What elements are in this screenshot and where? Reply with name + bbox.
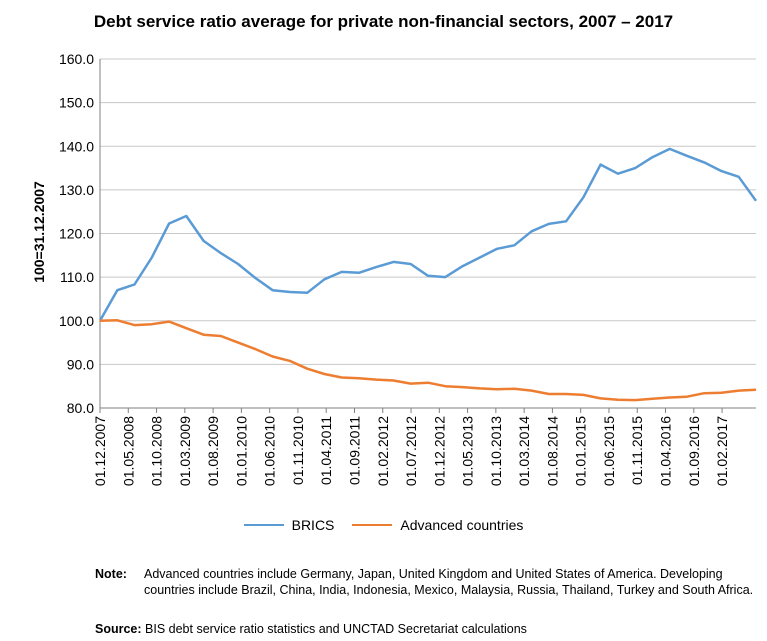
x-tick-label: 01.12.2012 [431,416,447,486]
series-line-brics [98,147,758,322]
series-layer [98,147,758,402]
y-tick-label: 140.0 [59,138,94,154]
x-tick-label: 01.02.2017 [714,416,730,486]
note: Note: Advanced countries include Germany… [95,566,755,598]
x-tick-label: 01.06.2010 [262,416,278,486]
y-tick-label: 120.0 [59,226,94,242]
y-axis-label: 100=31.12.2007 [31,181,47,283]
source-text: BIS debt service ratio statistics and UN… [145,622,527,636]
gridlines [99,58,756,409]
x-tick-label: 01.04.2016 [658,416,674,486]
y-tick-label: 150.0 [59,95,94,111]
legend-swatch-brics [243,524,284,526]
legend-item-brics: BRICS [243,517,335,533]
note-label: Note: [95,567,127,581]
x-tick-label: 01.01.2010 [233,416,249,486]
x-tick-label: 01.02.2012 [375,416,391,486]
x-axis-ticks: 01.12.2007 01.05.2008 01.10.2008 01.03.2009… [92,408,730,486]
y-axis-ticks: 80.0 90.0 100.0 110.0 120.0 130.0 140.0 150.0 16… [59,51,94,416]
x-tick-label: 01.12.2007 [92,416,108,486]
x-tick-label: 01.11.2010 [290,416,306,485]
chart-title: Debt service ratio average for private n… [93,12,674,31]
legend-item-advanced: Advanced countries [352,517,523,533]
y-tick-label: 160.0 [59,51,94,67]
x-tick-label: 01.11.2015 [629,416,645,485]
x-tick-label: 01.08.2014 [544,416,560,486]
x-tick-label: 01.06.2015 [601,416,617,486]
x-tick-label: 01.04.2011 [318,416,334,485]
x-tick-label: 01.07.2012 [403,416,419,486]
y-tick-label: 110.0 [60,269,94,285]
y-tick-label: 100.0 [59,313,94,329]
y-tick-label: 80.0 [67,400,94,416]
legend-label-brics: BRICS [291,517,335,533]
series-line-advanced [99,319,757,402]
legend-label-advanced: Advanced countries [400,517,524,533]
x-tick-label: 01.10.2008 [149,416,165,486]
source-label: Source: [95,622,142,636]
x-tick-label: 01.08.2009 [205,416,221,486]
y-tick-label: 130.0 [59,182,94,198]
x-tick-label: 01.01.2015 [573,416,589,486]
x-tick-label: 01.05.2013 [460,416,476,486]
x-tick-label: 01.10.2013 [488,416,504,486]
x-tick-label: 01.03.2009 [177,416,193,486]
legend: BRICS Advanced countries [0,517,767,533]
source: Source: BIS debt service ratio statistic… [95,622,527,636]
x-tick-label: 01.03.2014 [516,416,532,486]
x-tick-label: 01.05.2008 [120,416,136,486]
x-tick-label: 01.09.2016 [686,416,702,486]
y-tick-label: 90.0 [67,356,94,372]
x-tick-label: 01.09.2011 [346,416,362,485]
legend-swatch-advanced [352,524,393,526]
note-text: Advanced countries include Germany, Japa… [144,567,754,597]
